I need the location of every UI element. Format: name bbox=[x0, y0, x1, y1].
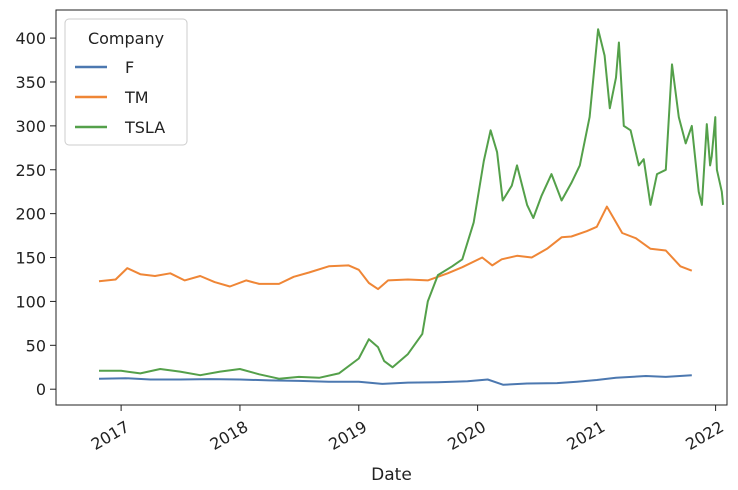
x-axis: 2017 2018 2019 2020 2021 2022 bbox=[88, 405, 727, 454]
series-line-tsla bbox=[99, 28, 725, 380]
y-tick-label: 250 bbox=[15, 161, 46, 180]
series-line-f bbox=[98, 374, 692, 386]
legend-box bbox=[64, 18, 188, 146]
series-line-tm bbox=[98, 205, 693, 291]
series-layer bbox=[98, 28, 725, 386]
y-tick-label: 0 bbox=[36, 380, 46, 399]
x-tick-label: 2018 bbox=[207, 417, 252, 454]
legend: Company F TM TSLA bbox=[64, 18, 188, 146]
legend-label-f: F bbox=[125, 58, 134, 77]
y-tick-label: 400 bbox=[15, 29, 46, 48]
y-tick-label: 200 bbox=[15, 205, 46, 224]
x-tick-label: 2022 bbox=[682, 417, 727, 454]
y-tick-label: 100 bbox=[15, 292, 46, 311]
y-tick-label: 300 bbox=[15, 117, 46, 136]
legend-title: Company bbox=[88, 29, 164, 48]
legend-label-tsla: TSLA bbox=[124, 118, 165, 137]
x-tick-label: 2020 bbox=[444, 417, 489, 454]
y-tick-label: 350 bbox=[15, 73, 46, 92]
x-tick-label: 2019 bbox=[325, 417, 370, 454]
y-tick-label: 150 bbox=[15, 249, 46, 268]
x-tick-label: 2017 bbox=[88, 417, 133, 454]
plot-frame bbox=[55, 9, 728, 406]
y-axis: 0 50 100 150 200 250 300 350 400 bbox=[15, 29, 56, 399]
legend-label-tm: TM bbox=[124, 88, 149, 107]
y-tick-label: 50 bbox=[26, 336, 46, 355]
x-tick-label: 2021 bbox=[563, 417, 608, 454]
x-axis-title: Date bbox=[371, 465, 412, 485]
